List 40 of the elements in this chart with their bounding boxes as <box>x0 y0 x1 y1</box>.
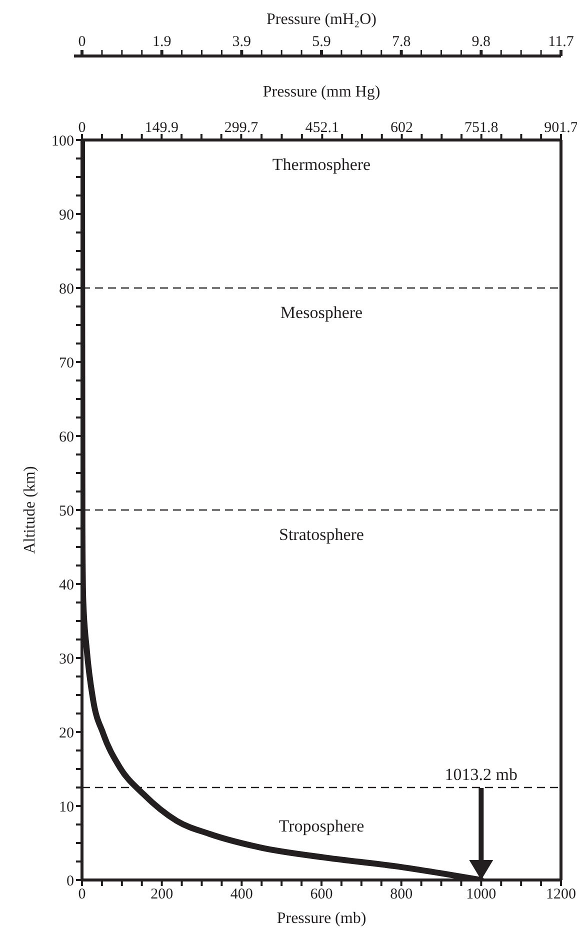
y-tick-label: 10 <box>59 799 74 816</box>
x2-tick-label: 149.9 <box>144 120 179 136</box>
x-tick-label: 1000 <box>466 886 496 903</box>
x2-tick-label: 751.8 <box>464 120 498 136</box>
x2-tick-label: 0 <box>78 120 86 136</box>
annotation: 1013.2 mb <box>444 765 518 784</box>
x-axis-title: Pressure (mb) <box>276 910 366 927</box>
x2-axis-title: Pressure (mm Hg) <box>262 83 380 100</box>
annotation: Thermosphere <box>272 154 371 174</box>
text: 7.8 <box>392 34 411 50</box>
text: 5.9 <box>312 34 331 50</box>
y-tick-label: 60 <box>59 429 74 446</box>
annotation: Mesosphere <box>280 302 363 322</box>
y-tick-label: 100 <box>52 133 74 150</box>
y-axis-title: Altitude (km) <box>22 466 39 554</box>
x-tick-label: 200 <box>150 886 174 903</box>
x-tick-label: 600 <box>310 886 333 903</box>
y-tick-label: 40 <box>59 577 74 594</box>
x-tick-label: 400 <box>230 886 253 903</box>
y-tick-label: 90 <box>59 207 74 224</box>
y-tick-label: 50 <box>59 503 74 520</box>
x-tick-label: 1200 <box>546 886 576 903</box>
y-tick-label: 30 <box>59 651 74 668</box>
y-tick-label: 20 <box>59 725 74 742</box>
text: 0 <box>78 34 86 50</box>
x2-tick-label: 452.1 <box>305 120 340 136</box>
annotation: Stratosphere <box>279 524 364 544</box>
y-tick-label: 80 <box>59 281 74 298</box>
x-tick-label: 0 <box>78 886 86 903</box>
x2-tick-label: 602 <box>390 120 414 136</box>
x2-tick-label: 299.7 <box>224 120 259 136</box>
annotation: Troposphere <box>278 816 364 836</box>
text: 3.9 <box>232 34 252 50</box>
y-tick-label: 0 <box>66 873 74 890</box>
text: 11.7 <box>548 34 574 50</box>
text: 9.8 <box>472 34 491 50</box>
y-tick-label: 70 <box>59 355 74 372</box>
text: 1.9 <box>152 34 172 50</box>
x-tick-label: 800 <box>390 886 413 903</box>
text: Pressure (mH₂O) <box>266 11 376 28</box>
